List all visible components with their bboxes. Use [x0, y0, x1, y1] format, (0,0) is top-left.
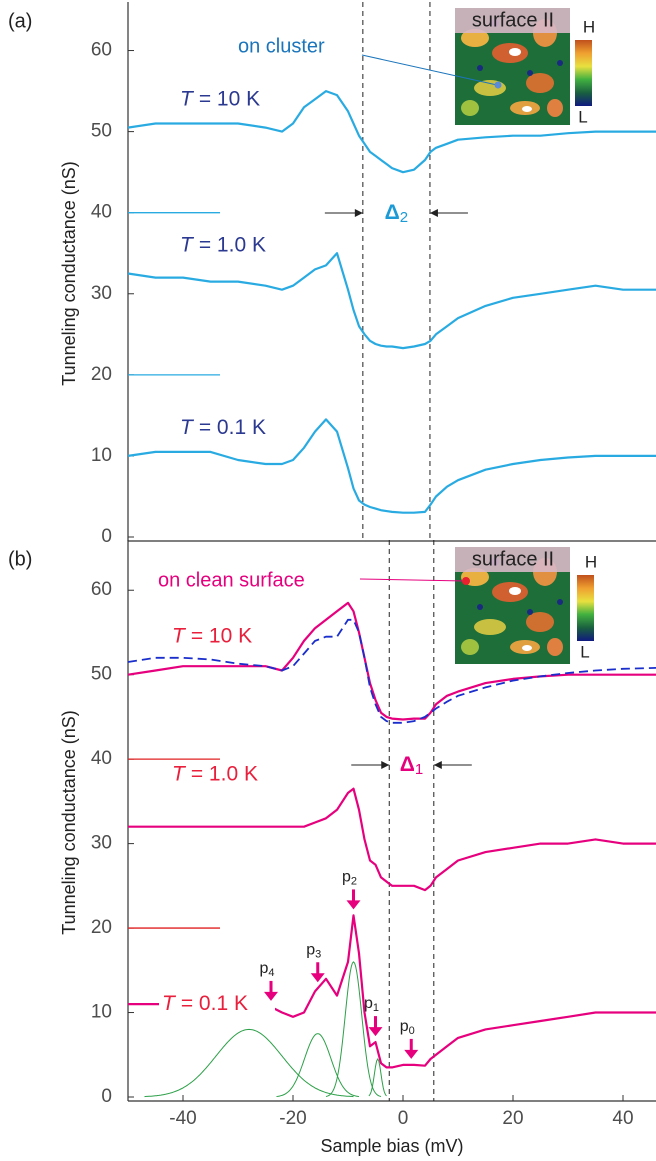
series-label: T= 1.0 K: [180, 233, 266, 256]
series-label: T= 10 K: [172, 624, 252, 647]
gap-arrow-head: [430, 209, 438, 217]
annotation: on cluster: [238, 35, 325, 57]
label-text: = 1.0 K: [191, 762, 258, 785]
label-text: = 10 K: [199, 87, 260, 110]
colorbar: [575, 40, 592, 106]
gap-subscript: 1: [415, 761, 423, 778]
gap-arrow-head: [434, 761, 442, 769]
label-text: = 0.1 K: [199, 415, 266, 438]
x-tick-label: 0: [398, 1108, 409, 1129]
x-tick-label: -20: [279, 1108, 306, 1129]
annotation: on clean surface: [158, 569, 305, 591]
peak-text: p: [400, 1018, 409, 1035]
annotation-point: [495, 82, 502, 89]
peak-subscript: 4: [268, 967, 274, 979]
inset-title: surface II: [472, 9, 554, 31]
x-tick-label: 40: [612, 1108, 633, 1129]
colorbar: [577, 575, 594, 641]
peak-arrow-head: [369, 1027, 383, 1036]
inset-title: surface II: [472, 548, 554, 570]
peak-text: p: [259, 960, 268, 977]
peak-label: p1: [364, 995, 379, 1014]
colorbar-high: H: [585, 552, 597, 571]
peak-subscript: 2: [351, 875, 357, 887]
peak-subscript: 0: [409, 1025, 415, 1037]
y-tick-label: 60: [91, 40, 112, 61]
data-line: [128, 253, 656, 348]
peak-label: p4: [259, 960, 274, 979]
y-tick-label: 0: [101, 1086, 112, 1107]
label-symbol: T: [180, 87, 195, 110]
gap-label: Δ2: [385, 201, 408, 226]
label-symbol: T: [180, 415, 195, 438]
panel-label: (b): [8, 548, 32, 570]
gap-subscript: 2: [400, 209, 408, 226]
y-tick-label: 0: [101, 526, 112, 547]
colorbar-low: L: [578, 107, 587, 126]
peak-text: p: [342, 869, 351, 886]
y-tick-label: 10: [91, 1002, 112, 1023]
label-symbol: T: [180, 233, 195, 256]
y-tick-label: 50: [91, 664, 112, 685]
gap-symbol: Δ: [385, 201, 400, 224]
label-text: = 0.1 K: [181, 992, 248, 1015]
panel-label: (a): [8, 10, 32, 32]
peak-text: p: [364, 995, 373, 1012]
gap-symbol: Δ: [400, 753, 415, 776]
series-label: T= 10 K: [180, 87, 260, 110]
annotation-point: [462, 577, 470, 585]
peak-label: p0: [400, 1018, 415, 1037]
series-label: T= 1.0 K: [172, 762, 258, 785]
y-tick-label: 40: [91, 748, 112, 769]
y-tick-label: 40: [91, 202, 112, 223]
peak-arrow-head: [404, 1050, 418, 1059]
peak-label: p3: [306, 941, 321, 960]
fit-component: [145, 1029, 354, 1096]
peak-subscript: 3: [315, 948, 321, 960]
y-tick-label: 20: [91, 917, 112, 938]
label-text: = 1.0 K: [199, 233, 266, 256]
x-tick-label: -40: [169, 1108, 196, 1129]
gap-arrow-head: [381, 761, 389, 769]
data-line: [128, 603, 656, 720]
peak-text: p: [306, 941, 315, 958]
x-tick-label: 20: [502, 1108, 523, 1129]
y-tick-label: 30: [91, 833, 112, 854]
annotation-leader: [360, 579, 465, 581]
y-tick-label: 50: [91, 121, 112, 142]
gap-arrow-head: [355, 209, 363, 217]
gap-label: Δ1: [400, 753, 423, 778]
data-line: [128, 789, 656, 890]
y-tick-label: 60: [91, 579, 112, 600]
peak-arrow-head: [347, 900, 361, 909]
figure: 0102030405060(a)Tunneling conductance (n…: [0, 0, 656, 1161]
y-axis-title: Tunneling conductance (nS): [59, 710, 79, 934]
label-text: = 10 K: [191, 624, 252, 647]
y-tick-label: 30: [91, 283, 112, 304]
y-axis-title: Tunneling conductance (nS): [59, 161, 79, 385]
label-symbol: T: [172, 624, 187, 647]
peak-subscript: 1: [373, 1002, 379, 1014]
x-axis-title: Sample bias (mV): [320, 1136, 463, 1156]
series-label: T= 0.1 K: [180, 415, 266, 438]
colorbar-low: L: [580, 642, 589, 661]
colorbar-high: H: [583, 17, 595, 36]
y-tick-label: 20: [91, 364, 112, 385]
peak-label: p2: [342, 869, 357, 888]
label-symbol: T: [172, 762, 187, 785]
peak-arrow-head: [311, 973, 325, 982]
y-tick-label: 10: [91, 445, 112, 466]
label-symbol: T: [162, 992, 177, 1015]
